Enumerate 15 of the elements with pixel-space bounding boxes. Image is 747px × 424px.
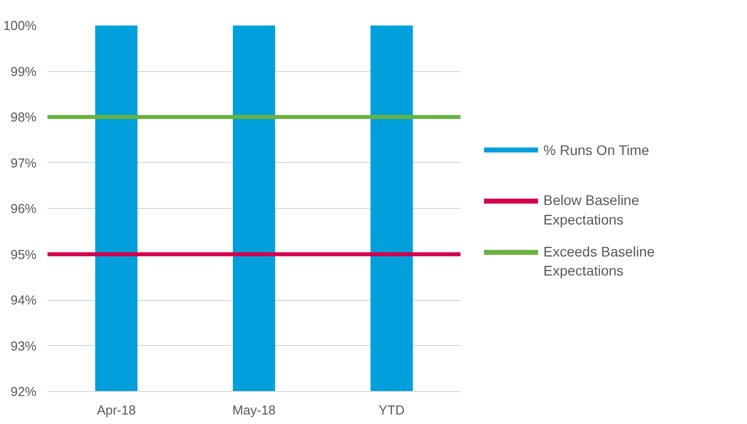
x-tick-label: Apr-18 bbox=[96, 402, 136, 418]
y-tick-label: 100% bbox=[3, 18, 37, 33]
y-tick-label: 92% bbox=[10, 384, 37, 399]
legend-label: % Runs On Time bbox=[543, 142, 650, 158]
y-tick-label: 94% bbox=[10, 292, 37, 308]
legend-label: Below Baseline Expectations bbox=[543, 192, 640, 228]
y-tick-label: 99% bbox=[10, 64, 37, 79]
x-tick-label: May-18 bbox=[232, 402, 276, 418]
x-tick-label: YTD bbox=[378, 402, 405, 418]
y-tick-label: 97% bbox=[10, 155, 37, 170]
y-tick-label: 98% bbox=[10, 110, 37, 124]
y-tick-label: 96% bbox=[10, 201, 37, 216]
y-tick-label: 93% bbox=[10, 338, 37, 354]
y-tick-label: 95% bbox=[10, 246, 37, 262]
legend-label: Exceeds Baseline Expectations bbox=[543, 243, 655, 279]
